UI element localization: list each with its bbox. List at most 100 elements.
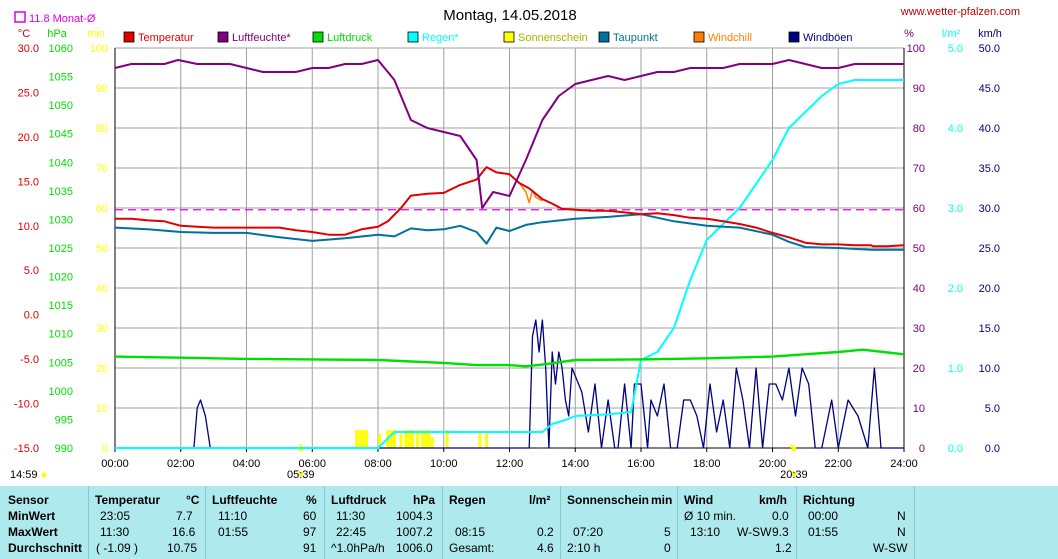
wind-axis-tick: 50.0 <box>979 43 1000 55</box>
sunshine-bar <box>427 430 431 448</box>
temp-axis-tick: 0.0 <box>24 310 39 322</box>
pressure-axis-tick: 1025 <box>49 243 73 255</box>
humidity-axis-tick: 90 <box>913 83 925 95</box>
wind-axis-tick: 10.0 <box>979 363 1000 375</box>
temp-axis-tick: 15.0 <box>18 176 39 188</box>
legend-swatch <box>788 31 800 43</box>
wind-unit-label: km/h <box>978 28 1002 40</box>
chart-plots <box>114 59 905 449</box>
minutes-axis-tick: 70 <box>96 163 108 175</box>
rain-header: Regen <box>449 493 486 507</box>
temp-axis-tick: -10.0 <box>14 399 39 411</box>
sunshine-bar <box>358 430 362 448</box>
sunshine-bar <box>407 430 411 448</box>
x-tick-label: 04:00 <box>233 458 261 470</box>
humidity-axis-tick: 0 <box>919 443 925 455</box>
wind-axis-tick: 25.0 <box>979 243 1000 255</box>
legend-swatch <box>407 31 419 43</box>
temp-unit-label: °C <box>18 28 30 40</box>
rain-unit: l/m² <box>529 493 551 507</box>
pressure-axis-tick: 1020 <box>49 272 73 284</box>
sensor-header: Sensor <box>8 493 49 507</box>
sunshine-bar <box>399 433 403 448</box>
humidity-axis-tick: 100 <box>907 43 925 55</box>
monthly-avg-icon <box>14 11 26 23</box>
website-label: www.wetter-pfalzen.com <box>900 6 1020 18</box>
legend-swatch <box>217 31 229 43</box>
day-start-time: 14:59 <box>10 469 38 481</box>
legend-label: Regen* <box>422 32 459 44</box>
direction-max-time: 01:55 <box>808 525 839 539</box>
wind-unit: km/h <box>759 493 788 507</box>
humidity-min-value: 60 <box>303 509 317 523</box>
row-label-max: MaxWert <box>8 525 58 539</box>
minutes-axis-tick: 30 <box>96 323 108 335</box>
rain-series-line <box>115 79 904 449</box>
temperature-series-line <box>115 166 905 248</box>
legend-label: Sonnenschein <box>518 32 588 44</box>
legend-swatch <box>312 31 324 43</box>
x-tick-label: 08:00 <box>364 458 392 470</box>
temp-axis-tick: 25.0 <box>18 87 39 99</box>
pressure-axis-tick: 1010 <box>49 329 73 341</box>
sunshine-bar <box>430 437 434 448</box>
pressure-trend: ^1.0hPa/h <box>331 541 385 555</box>
x-tick-label: 18:00 <box>693 458 721 470</box>
rain-axis-tick: 0.0 <box>948 443 963 455</box>
pressure-axis-tick: 1000 <box>49 386 73 398</box>
sunshine-bar <box>364 430 368 448</box>
pressure-min-value: 1004.3 <box>396 509 433 523</box>
x-tick-label: 14:00 <box>561 458 589 470</box>
humidity-unit: % <box>306 493 317 507</box>
gust-series-line <box>115 319 904 449</box>
sunshine-bar <box>478 433 482 448</box>
x-tick-label: 00:00 <box>101 458 129 470</box>
chart-grid <box>114 47 905 449</box>
pressure-axis-tick: 990 <box>55 443 73 455</box>
humidity-axis-tick: 70 <box>913 163 925 175</box>
sunshine-max-time: 07:20 <box>573 525 604 539</box>
pressure-unit: hPa <box>413 493 436 507</box>
sunshine-bar <box>392 430 396 448</box>
weather-chart: 00:00 02:00 04:00 06:00 08:00 10:00 12:00 14:00… <box>10 6 1020 481</box>
wind-axis-tick: 5.0 <box>985 403 1000 415</box>
pressure-axis-tick: 1050 <box>49 100 73 112</box>
humidity-header: Luftfeuchte <box>212 493 278 507</box>
sunshine-total-value: 0 <box>664 541 671 555</box>
x-tick-label: 20:00 <box>759 458 787 470</box>
pressure-max-time: 22:45 <box>336 525 367 539</box>
temp-axis-tick: 20.0 <box>18 132 39 144</box>
wind-axis-tick: 45.0 <box>979 83 1000 95</box>
pressure-axis-tick: 995 <box>55 414 73 426</box>
x-tick-label: 10:00 <box>430 458 458 470</box>
rain-total-value: 4.6 <box>537 541 554 555</box>
x-tick-label: 12:00 <box>496 458 524 470</box>
minutes-axis-tick: 0 <box>102 443 108 455</box>
minutes-axis-tick: 50 <box>96 243 108 255</box>
direction-max-value: N <box>897 525 906 539</box>
pressure-axis-tick: 1030 <box>49 214 73 226</box>
rain-axis-tick: 4.0 <box>948 123 963 135</box>
legend-swatch <box>598 31 610 43</box>
pressure-series-line <box>114 348 905 368</box>
sunshine-bar <box>420 430 424 448</box>
sunrise-time: 05:39 <box>287 469 315 481</box>
temp-axis-tick: 5.0 <box>24 265 39 277</box>
legend-swatch <box>693 31 705 43</box>
pressure-axis-tick: 1005 <box>49 357 73 369</box>
sunshine-bar <box>484 433 488 448</box>
x-tick-label: 24:00 <box>890 458 918 470</box>
legend-label: Luftfeuchte* <box>232 32 291 44</box>
humidity-axis-tick: 40 <box>913 283 925 295</box>
pressure-max-value: 1007.2 <box>396 525 433 539</box>
legend-swatch <box>123 31 135 43</box>
minutes-axis-tick: 60 <box>96 203 108 215</box>
humidity-axis-tick: 60 <box>913 203 925 215</box>
humidity-unit-label: % <box>904 28 914 40</box>
wind-avg-label: Ø 10 min. <box>684 509 737 523</box>
monthly-avg-label: 11.8 Monat-Ø <box>29 13 96 25</box>
temp-avg-value: 10.75 <box>167 541 198 555</box>
legend-label: Luftdruck <box>327 32 373 44</box>
pressure-axis-tick: 1060 <box>49 43 73 55</box>
temp-axis-tick: 10.0 <box>18 221 39 233</box>
